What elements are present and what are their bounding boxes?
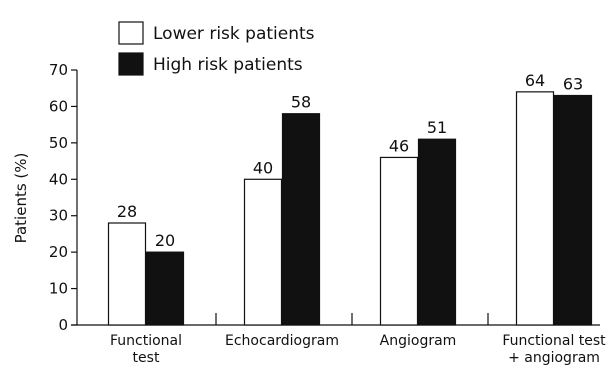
y-tick-label: 0 [58,316,68,334]
legend-swatch [118,21,144,45]
y-tick-label: 30 [49,207,68,225]
bar-lower-risk [243,178,283,326]
y-tick-label: 50 [49,134,68,152]
x-category-label: test [133,350,160,366]
data-label: 63 [563,75,583,94]
y-tick-label: 20 [49,243,68,261]
data-label: 46 [389,136,409,155]
bar-high-risk [145,251,185,326]
y-tick-label: 70 [49,61,68,79]
data-label: 20 [155,231,175,250]
legend-label: High risk patients [153,55,303,75]
y-tick-label: 60 [49,97,68,115]
x-category-label: + angiogram [508,350,600,366]
y-tick-label: 40 [49,170,68,188]
bar-high-risk [417,138,457,326]
bar-lower-risk [379,156,419,326]
x-category-label: Echocardiogram [225,333,339,349]
bar-lower-risk [515,91,555,326]
data-label: 28 [117,202,137,221]
bar-lower-risk [107,222,147,326]
data-label: 51 [427,118,447,137]
x-category-label: Functional [110,333,182,349]
bar-high-risk [281,113,321,326]
data-label: 64 [525,71,545,90]
x-category-label: Functional test [502,333,606,349]
y-axis-title: Patients (%) [12,153,30,244]
x-category-label: Angiogram [380,333,457,349]
data-label: 40 [253,158,273,177]
legend-swatch [118,52,144,76]
legend-label: Lower risk patients [153,24,315,44]
y-tick-label: 10 [49,280,68,298]
bar-high-risk [553,94,593,326]
data-label: 58 [291,93,311,112]
